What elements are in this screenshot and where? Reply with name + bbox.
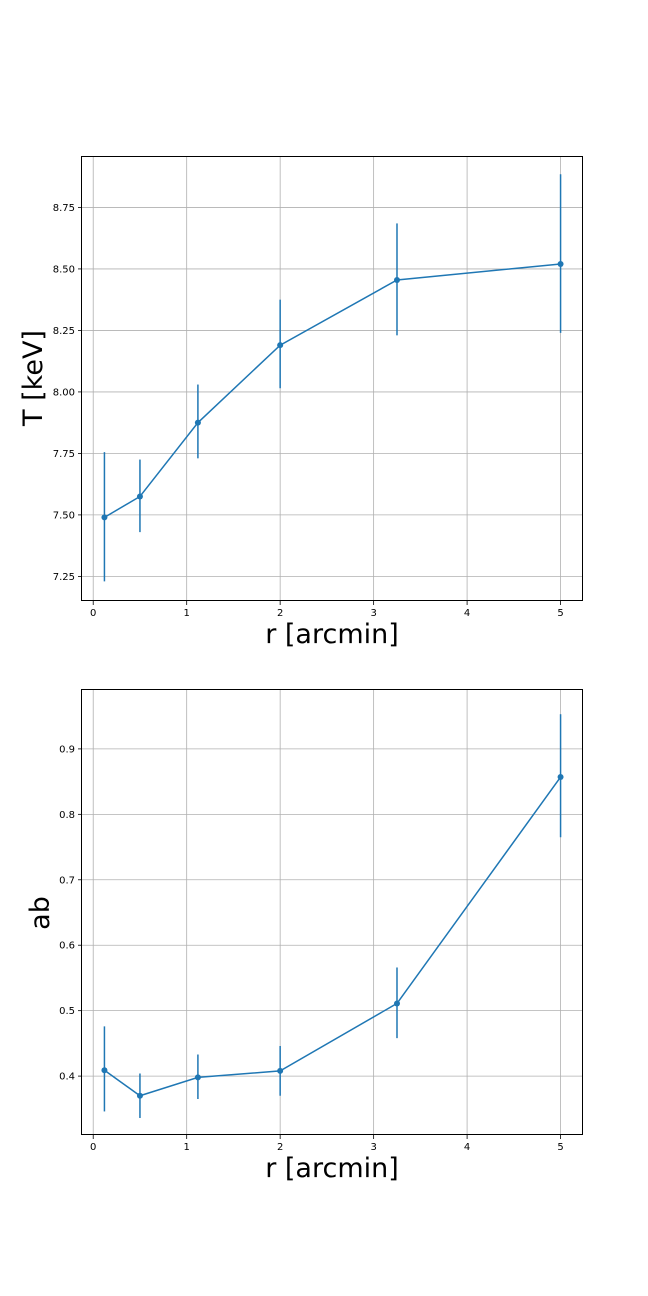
temperature-y-tick-label: 8.00 xyxy=(53,387,75,398)
abundance-x-ticks: 0 1 2 3 4 5 xyxy=(90,1135,564,1153)
abundance-x-axis-label: r [arcmin] xyxy=(265,1153,399,1184)
abundance-gridlines xyxy=(82,690,583,1135)
temperature-y-tick-label: 7.50 xyxy=(53,510,75,521)
temperature-x-tick-label: 4 xyxy=(464,608,470,619)
abundance-x-tick-label: 2 xyxy=(277,1142,283,1153)
temperature-data-point xyxy=(194,419,201,426)
temperature-x-tick-label: 3 xyxy=(370,608,376,619)
temperature-x-tick-label: 2 xyxy=(277,608,283,619)
temperature-y-axis-label: T [keV] xyxy=(18,330,49,427)
abundance-y-tick-label: 0.4 xyxy=(59,1072,75,1083)
abundance-data-point xyxy=(194,1074,201,1081)
abundance-error-bars xyxy=(103,714,562,1118)
abundance-panel: 0 1 2 3 4 5 0.4 0.5 0.6 0.7 0.8 0.9 r [arcmin] ab xyxy=(25,689,583,1184)
abundance-data-point xyxy=(557,774,564,781)
temperature-error-bars xyxy=(103,174,562,582)
abundance-data-point xyxy=(101,1067,108,1074)
abundance-plot-frame xyxy=(81,689,583,1135)
abundance-data-point xyxy=(136,1092,143,1099)
temperature-x-ticks: 0 1 2 3 4 5 xyxy=(90,601,564,619)
abundance-x-tick-label: 3 xyxy=(370,1142,376,1153)
temperature-y-ticks: 7.25 7.50 7.75 8.00 8.25 8.50 8.75 xyxy=(53,203,82,583)
temperature-x-axis-label: r [arcmin] xyxy=(265,619,399,650)
abundance-y-tick-label: 0.7 xyxy=(59,875,75,886)
abundance-y-ticks: 0.4 0.5 0.6 0.7 0.8 0.9 xyxy=(59,744,82,1083)
temperature-panel: 0 1 2 3 4 5 7.25 7.50 7.75 8.00 8.25 8.50 8.75 r [a… xyxy=(18,156,583,650)
temperature-data-point xyxy=(101,514,108,521)
abundance-series-line xyxy=(103,776,562,1097)
abundance-x-tick-label: 1 xyxy=(183,1142,189,1153)
temperature-markers xyxy=(101,261,564,521)
temperature-data-point xyxy=(136,493,143,500)
temperature-x-tick-label: 1 xyxy=(183,608,189,619)
temperature-y-tick-label: 7.75 xyxy=(53,449,75,460)
abundance-y-tick-label: 0.8 xyxy=(59,810,75,821)
temperature-y-tick-label: 8.25 xyxy=(53,326,75,337)
abundance-y-tick-label: 0.5 xyxy=(59,1006,75,1017)
abundance-x-tick-label: 5 xyxy=(557,1142,563,1153)
abundance-x-tick-label: 4 xyxy=(464,1142,470,1153)
abundance-data-point xyxy=(277,1067,284,1074)
abundance-y-tick-label: 0.6 xyxy=(59,941,75,952)
temperature-data-point xyxy=(393,276,400,283)
temperature-series-line xyxy=(104,263,561,519)
temperature-plot-frame xyxy=(81,156,583,601)
temperature-y-tick-label: 8.75 xyxy=(53,203,75,214)
temperature-x-tick-label: 0 xyxy=(90,608,96,619)
abundance-x-tick-label: 0 xyxy=(90,1142,96,1153)
abundance-y-tick-label: 0.9 xyxy=(59,744,75,755)
abundance-data-point xyxy=(393,1000,400,1007)
temperature-y-tick-label: 8.50 xyxy=(53,264,75,275)
temperature-data-point xyxy=(277,342,284,349)
temperature-x-tick-label: 5 xyxy=(557,608,563,619)
abundance-y-axis-label: ab xyxy=(25,896,56,930)
temperature-gridlines xyxy=(82,157,583,601)
temperature-y-tick-label: 7.25 xyxy=(53,572,75,583)
abundance-markers xyxy=(101,774,564,1099)
temperature-data-point xyxy=(557,261,564,268)
